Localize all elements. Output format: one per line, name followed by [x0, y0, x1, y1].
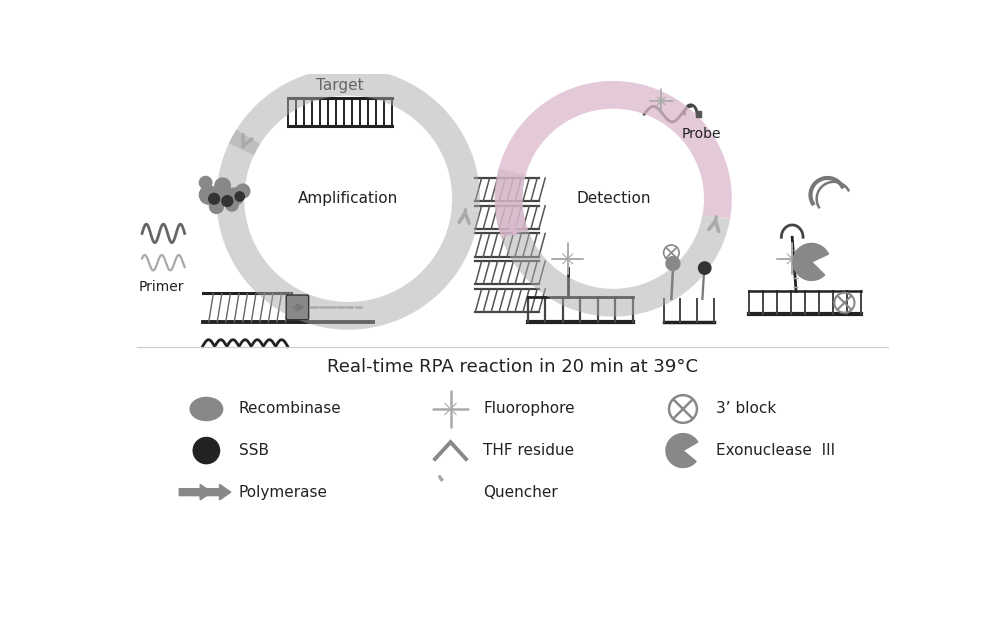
Circle shape [235, 192, 244, 201]
Wedge shape [666, 434, 698, 468]
Polygon shape [199, 484, 231, 500]
Circle shape [209, 193, 220, 204]
Circle shape [215, 178, 230, 193]
Circle shape [222, 196, 233, 207]
Circle shape [666, 257, 680, 270]
Text: Polymerase: Polymerase [239, 484, 328, 500]
Text: 3’ block: 3’ block [716, 402, 776, 416]
Ellipse shape [190, 397, 223, 421]
Circle shape [698, 262, 711, 274]
Text: SSB: SSB [239, 443, 269, 458]
Circle shape [226, 199, 238, 211]
Circle shape [227, 188, 244, 205]
Text: Amplification: Amplification [298, 191, 398, 206]
Circle shape [236, 184, 250, 198]
Text: Fluorophore: Fluorophore [483, 402, 575, 416]
Circle shape [219, 188, 233, 202]
Text: Real-time RPA reaction in 20 min at 39°C: Real-time RPA reaction in 20 min at 39°C [327, 358, 698, 376]
Bar [696, 111, 701, 117]
Text: Primer: Primer [139, 280, 184, 294]
Text: Quencher: Quencher [483, 484, 558, 500]
Text: Target: Target [316, 78, 364, 93]
Polygon shape [179, 484, 211, 500]
Circle shape [209, 199, 223, 213]
Wedge shape [793, 244, 828, 280]
Text: Exonuclease  III: Exonuclease III [716, 443, 835, 458]
Circle shape [193, 437, 220, 463]
Text: Recombinase: Recombinase [239, 402, 342, 416]
Circle shape [199, 186, 218, 204]
Text: Detection: Detection [576, 191, 650, 206]
Circle shape [199, 176, 212, 189]
FancyBboxPatch shape [286, 295, 309, 320]
Text: THF residue: THF residue [483, 443, 574, 458]
Text: Probe: Probe [681, 127, 721, 141]
